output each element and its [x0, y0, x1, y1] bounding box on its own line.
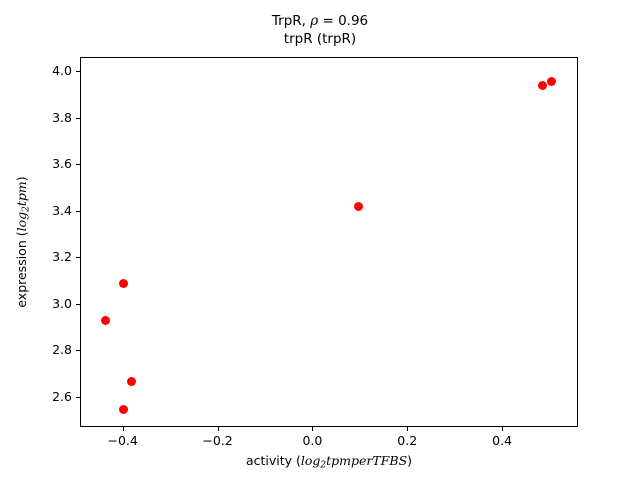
y-tick-mark — [76, 257, 80, 259]
title-correlation: = 0.96 — [318, 13, 369, 29]
xlabel-math-units: tpmperTFBS — [326, 453, 408, 468]
plot-data-area — [81, 58, 577, 426]
x-tick-label: −0.2 — [202, 433, 233, 448]
data-point — [353, 202, 363, 212]
y-tick-label: 2.8 — [52, 342, 72, 358]
x-tick-mark — [217, 427, 219, 431]
x-tick-label: 0.4 — [492, 433, 513, 448]
y-tick-label: 3.2 — [52, 249, 72, 265]
data-point — [119, 279, 129, 289]
ylabel-math-subscript: 2 — [21, 206, 32, 212]
x-tick-label: 0.0 — [302, 433, 323, 448]
x-tick-label: 0.2 — [397, 433, 418, 448]
y-tick-label: 3.6 — [52, 156, 72, 172]
plot-axes-frame — [80, 57, 578, 427]
y-tick-mark — [76, 396, 80, 398]
chart-title-line-2: trpR (trpR) — [283, 31, 357, 47]
y-tick-label: 3.0 — [52, 295, 72, 311]
y-tick-label: 3.4 — [52, 202, 72, 218]
data-point — [547, 76, 557, 86]
xlabel-prefix: activity ( — [245, 453, 301, 468]
y-tick-mark — [76, 350, 80, 352]
y-tick-label: 3.8 — [52, 109, 72, 125]
y-tick-label: 2.6 — [52, 388, 72, 404]
rho-symbol: ρ — [310, 13, 319, 29]
ylabel-math-units: tpm — [14, 181, 29, 207]
x-tick-mark — [312, 427, 314, 431]
y-axis-label: expression (log2tpm) — [14, 57, 32, 427]
x-tick-mark — [122, 427, 124, 431]
ylabel-suffix: ) — [14, 176, 29, 182]
data-point — [119, 404, 129, 414]
x-tick-mark — [502, 427, 504, 431]
xlabel-math-subscript: 2 — [320, 460, 327, 471]
data-point — [537, 81, 547, 91]
y-tick-mark — [76, 303, 80, 305]
x-tick-mark — [407, 427, 409, 431]
ylabel-math-log: log — [14, 211, 29, 232]
x-tick-label: −0.4 — [107, 433, 138, 448]
data-point — [101, 316, 111, 326]
xlabel-suffix: ) — [407, 453, 413, 468]
ylabel-prefix: expression ( — [14, 231, 29, 308]
x-axis-label: activity (log2tpmperTFBS) — [80, 453, 578, 471]
y-tick-mark — [76, 70, 80, 73]
y-tick-label: 4.0 — [52, 62, 72, 78]
y-tick-mark — [76, 164, 80, 166]
data-point — [127, 376, 137, 386]
y-tick-mark — [76, 210, 80, 212]
xlabel-math-log: log — [300, 453, 321, 468]
y-tick-mark — [76, 117, 80, 119]
chart-title: TrpR, ρ = 0.96 trpR (trpR) — [0, 13, 640, 48]
chart-title-line-1: TrpR, ρ = 0.96 — [0, 13, 640, 30]
title-prefix: TrpR, — [271, 13, 311, 29]
